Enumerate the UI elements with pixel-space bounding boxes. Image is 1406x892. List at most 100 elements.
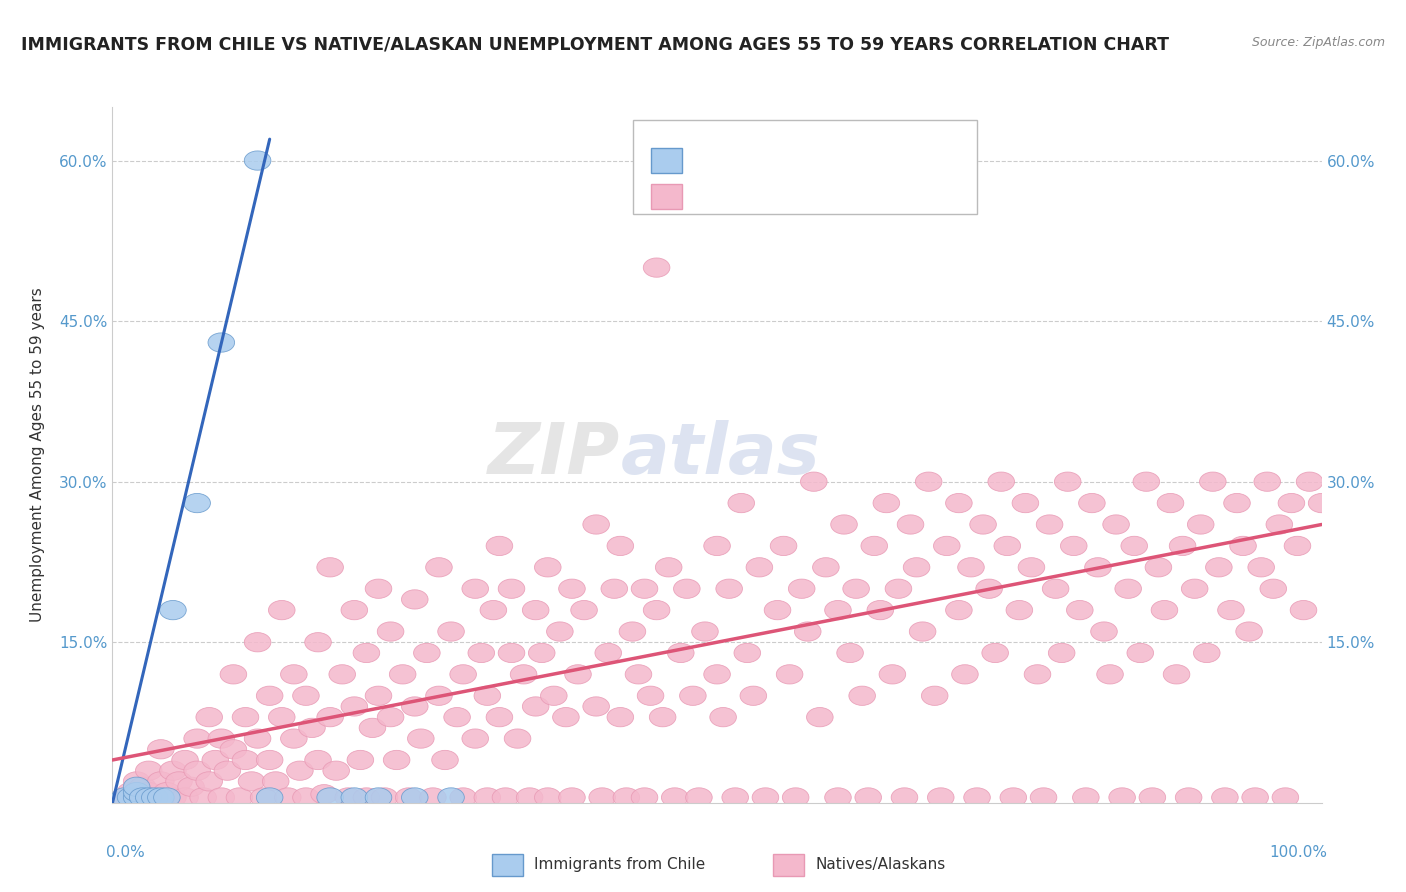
- Ellipse shape: [1205, 558, 1232, 577]
- Ellipse shape: [111, 788, 138, 807]
- Ellipse shape: [1018, 558, 1045, 577]
- Ellipse shape: [1188, 515, 1213, 534]
- Ellipse shape: [117, 788, 143, 807]
- Ellipse shape: [644, 600, 669, 620]
- Ellipse shape: [1249, 558, 1274, 577]
- Ellipse shape: [1012, 493, 1039, 513]
- Ellipse shape: [124, 788, 150, 807]
- Ellipse shape: [129, 788, 156, 807]
- Ellipse shape: [1278, 493, 1305, 513]
- Ellipse shape: [402, 697, 427, 716]
- Ellipse shape: [342, 600, 367, 620]
- Ellipse shape: [1175, 788, 1202, 807]
- Ellipse shape: [402, 590, 427, 609]
- Ellipse shape: [245, 632, 271, 652]
- Ellipse shape: [915, 472, 942, 491]
- Ellipse shape: [921, 686, 948, 706]
- Ellipse shape: [534, 788, 561, 807]
- Ellipse shape: [347, 750, 374, 770]
- Ellipse shape: [600, 579, 627, 599]
- Text: R = 0.908   N = 20: R = 0.908 N = 20: [693, 141, 838, 156]
- Ellipse shape: [329, 665, 356, 684]
- Ellipse shape: [142, 788, 169, 807]
- Ellipse shape: [849, 686, 876, 706]
- Ellipse shape: [946, 493, 972, 513]
- Ellipse shape: [389, 665, 416, 684]
- Ellipse shape: [1272, 788, 1299, 807]
- Ellipse shape: [342, 788, 367, 807]
- Ellipse shape: [256, 788, 283, 807]
- Ellipse shape: [1054, 472, 1081, 491]
- Ellipse shape: [558, 579, 585, 599]
- Text: R = 0.495   N = 174: R = 0.495 N = 174: [693, 178, 848, 194]
- Ellipse shape: [190, 788, 217, 807]
- Ellipse shape: [1212, 788, 1239, 807]
- Ellipse shape: [281, 665, 307, 684]
- Ellipse shape: [498, 579, 524, 599]
- Ellipse shape: [928, 788, 955, 807]
- Ellipse shape: [1265, 515, 1292, 534]
- Ellipse shape: [976, 579, 1002, 599]
- Ellipse shape: [256, 686, 283, 706]
- Ellipse shape: [765, 600, 790, 620]
- Ellipse shape: [825, 788, 851, 807]
- Ellipse shape: [419, 788, 446, 807]
- Ellipse shape: [408, 729, 434, 748]
- Ellipse shape: [1007, 600, 1032, 620]
- Ellipse shape: [463, 729, 488, 748]
- Ellipse shape: [952, 665, 979, 684]
- Ellipse shape: [135, 782, 162, 802]
- Ellipse shape: [148, 788, 174, 807]
- Ellipse shape: [486, 707, 513, 727]
- Ellipse shape: [613, 788, 640, 807]
- Ellipse shape: [661, 788, 688, 807]
- Ellipse shape: [486, 536, 513, 556]
- Ellipse shape: [903, 558, 929, 577]
- Ellipse shape: [1078, 493, 1105, 513]
- Ellipse shape: [794, 622, 821, 641]
- Ellipse shape: [160, 600, 186, 620]
- Ellipse shape: [860, 536, 887, 556]
- Ellipse shape: [221, 665, 246, 684]
- Ellipse shape: [474, 686, 501, 706]
- Ellipse shape: [644, 258, 669, 277]
- Ellipse shape: [1157, 493, 1184, 513]
- Ellipse shape: [655, 558, 682, 577]
- Ellipse shape: [807, 707, 834, 727]
- Ellipse shape: [195, 772, 222, 791]
- Ellipse shape: [153, 788, 180, 807]
- Ellipse shape: [117, 782, 143, 802]
- Ellipse shape: [897, 515, 924, 534]
- Ellipse shape: [813, 558, 839, 577]
- Ellipse shape: [1060, 536, 1087, 556]
- Ellipse shape: [245, 151, 271, 170]
- Ellipse shape: [583, 697, 609, 716]
- Ellipse shape: [316, 788, 343, 807]
- Ellipse shape: [238, 772, 264, 791]
- Ellipse shape: [124, 788, 150, 807]
- Ellipse shape: [353, 788, 380, 807]
- Ellipse shape: [981, 643, 1008, 663]
- Ellipse shape: [716, 579, 742, 599]
- Ellipse shape: [837, 643, 863, 663]
- Ellipse shape: [479, 600, 506, 620]
- Ellipse shape: [1170, 536, 1197, 556]
- Ellipse shape: [316, 558, 343, 577]
- Ellipse shape: [366, 788, 392, 807]
- Ellipse shape: [589, 788, 616, 807]
- Text: 100.0%: 100.0%: [1270, 845, 1327, 860]
- Text: ZIP: ZIP: [488, 420, 620, 490]
- Ellipse shape: [160, 788, 186, 807]
- Ellipse shape: [129, 788, 156, 807]
- Ellipse shape: [970, 515, 997, 534]
- Ellipse shape: [311, 785, 337, 804]
- Ellipse shape: [1067, 600, 1092, 620]
- Ellipse shape: [111, 788, 138, 807]
- Ellipse shape: [263, 772, 290, 791]
- Ellipse shape: [1199, 472, 1226, 491]
- Ellipse shape: [728, 493, 755, 513]
- Ellipse shape: [208, 729, 235, 748]
- Ellipse shape: [232, 707, 259, 727]
- Ellipse shape: [607, 536, 634, 556]
- Ellipse shape: [1102, 515, 1129, 534]
